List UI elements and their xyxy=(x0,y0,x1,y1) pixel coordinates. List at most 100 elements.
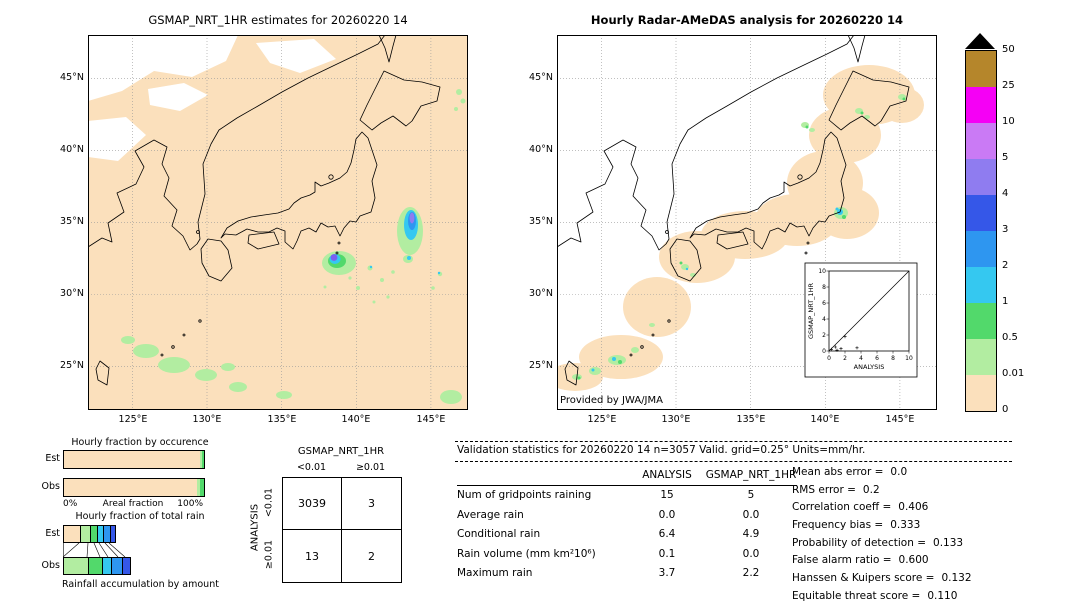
map-frame xyxy=(557,35,937,410)
colorbar-segment xyxy=(966,339,996,375)
row-label-est: Est xyxy=(45,528,60,539)
colorbar-tick-label: 1 xyxy=(1002,296,1009,307)
lat-label: 35°N xyxy=(529,216,553,227)
row-label-obs: Obs xyxy=(41,560,60,571)
score-row: Probability of detection = 0.133 xyxy=(792,536,964,549)
totalrain-bar-est xyxy=(63,525,116,543)
occurrence-chart-title: Hourly fraction by occurence xyxy=(71,437,209,448)
inset-xtick-label: 0 xyxy=(827,355,831,362)
stats-row: Num of gridpoints raining 15 5 xyxy=(457,489,755,502)
contingency-col-group-title: GSMAP_NRT_1HR xyxy=(297,446,385,457)
contingency-row-header: ≥0.01 xyxy=(263,539,275,570)
colorbar-tick-label: 10 xyxy=(1002,116,1015,127)
colorbar-segment xyxy=(966,267,996,303)
colorbar-segment xyxy=(966,159,996,195)
stats-row: Average rain 0.0 0.0 xyxy=(457,508,760,521)
lon-label: 135°E xyxy=(267,414,297,425)
lon-label: 140°E xyxy=(810,414,840,425)
x-axis-max: 100% xyxy=(177,499,203,509)
inset-ytick-label: 6 xyxy=(822,300,826,307)
gridlines xyxy=(557,35,937,410)
inset-scatter: 0 2 4 6 8 10 0 2 4 6 8 10 ANALYSIS GSMAP… xyxy=(804,262,918,378)
stats-table-header-row: ANALYSIS GSMAP_NRT_1HR xyxy=(457,465,797,486)
validation-stats-panel: Validation statistics for 20260220 14 n=… xyxy=(455,441,1012,610)
lon-label: 125°E xyxy=(118,414,148,425)
stats-row: Rain volume (mm km²10⁶) 0.1 0.0 xyxy=(457,547,760,560)
contingency-col-header: <0.01 xyxy=(296,462,327,473)
occurrence-bar-est xyxy=(63,450,205,469)
stats-header: Validation statistics for 20260220 14 n=… xyxy=(457,444,866,456)
colorbar-tick-label: 0 xyxy=(1002,404,1009,415)
colorbar-tick-label: 4 xyxy=(1002,188,1009,199)
inset-xtick-label: 6 xyxy=(875,355,879,362)
lat-label: 30°N xyxy=(60,288,84,299)
stats-table: ANALYSIS GSMAP_NRT_1HR Num of gridpoints… xyxy=(457,465,797,583)
contingency-cell: 2 xyxy=(368,549,375,563)
score-row: Frequency bias = 0.333 xyxy=(792,518,921,531)
dashed-divider xyxy=(455,461,1012,462)
lat-label: 45°N xyxy=(60,72,84,83)
inset-ytick-label: 0 xyxy=(822,348,826,355)
coastlines xyxy=(88,35,441,386)
lon-label: 125°E xyxy=(587,414,617,425)
contingency-cell: 3039 xyxy=(283,478,342,530)
colorbar-tick-label: 2 xyxy=(1002,260,1009,271)
colorbar xyxy=(965,50,997,412)
lat-label: 45°N xyxy=(529,72,553,83)
colorbar-tick-label: 0.01 xyxy=(1002,368,1025,379)
rain-cells xyxy=(572,94,906,380)
lon-label: 145°E xyxy=(885,414,915,425)
occurrence-bar-obs xyxy=(63,478,205,497)
row-label-est: Est xyxy=(45,453,60,464)
lat-label: 40°N xyxy=(529,144,553,155)
rain-cells xyxy=(121,89,466,404)
colorbar-segment xyxy=(966,123,996,159)
stats-col-analysis: ANALYSIS xyxy=(642,468,692,481)
stats-row: Maximum rain 3.7 2.2 xyxy=(457,567,760,580)
inset-ytick-label: 10 xyxy=(818,268,826,275)
colorbar-segment xyxy=(966,231,996,267)
credit-text: Provided by JWA/JMA xyxy=(560,395,663,406)
lat-label: 25°N xyxy=(60,360,84,371)
score-row: Correlation coeff = 0.406 xyxy=(792,501,929,514)
x-axis-min: 0% xyxy=(63,499,78,509)
colorbar-segment xyxy=(966,375,996,411)
lon-label: 140°E xyxy=(341,414,371,425)
coastlines xyxy=(557,35,910,386)
colorbar-segment xyxy=(966,195,996,231)
colorbar-over-max-triangle xyxy=(965,33,995,49)
flow-connector xyxy=(63,543,126,557)
inset-xtick-label: 8 xyxy=(891,355,895,362)
x-axis-label: Areal fraction xyxy=(102,499,164,509)
inset-ytick-label: 8 xyxy=(822,284,826,291)
lon-label: 130°E xyxy=(661,414,691,425)
score-row: Hanssen & Kuipers score = 0.132 xyxy=(792,571,972,584)
inset-xaxis-label: ANALYSIS xyxy=(854,363,885,371)
totalrain-caption: Rainfall accumulation by amount xyxy=(62,579,219,590)
lat-label: 40°N xyxy=(60,144,84,155)
lon-label: 145°E xyxy=(416,414,446,425)
row-label-obs: Obs xyxy=(41,481,60,492)
contingency-row-header: <0.01 xyxy=(263,487,275,518)
colorbar-segment xyxy=(966,51,996,87)
inset-ticks xyxy=(826,270,910,354)
inset-plot-frame xyxy=(828,270,910,352)
totalrain-bar-obs xyxy=(63,557,131,575)
inset-xtick-label: 4 xyxy=(859,355,863,362)
contingency-row-group-title: ANALYSIS xyxy=(249,503,261,552)
right-map-title: Hourly Radar-AMeDAS analysis for 2026022… xyxy=(590,13,904,27)
inset-ytick-label: 2 xyxy=(822,332,826,339)
nodata-patches xyxy=(88,35,336,161)
colorbar-tick-label: 0.5 xyxy=(1002,332,1018,343)
contingency-table: 3039 3 13 2 xyxy=(282,477,402,583)
contingency-cell: 3 xyxy=(342,478,401,530)
colorbar-tick-label: 3 xyxy=(1002,224,1009,235)
score-row: Equitable threat score = 0.110 xyxy=(792,589,958,602)
inset-ytick-label: 4 xyxy=(822,316,826,323)
radar-analysis-map: 0 2 4 6 8 10 0 2 4 6 8 10 ANALYSIS GSMAP… xyxy=(557,35,937,410)
score-row: False alarm ratio = 0.600 xyxy=(792,554,929,567)
stats-row: Conditional rain 6.4 4.9 xyxy=(457,528,760,541)
gridlines xyxy=(88,35,468,410)
contingency-col-header: ≥0.01 xyxy=(355,462,386,473)
